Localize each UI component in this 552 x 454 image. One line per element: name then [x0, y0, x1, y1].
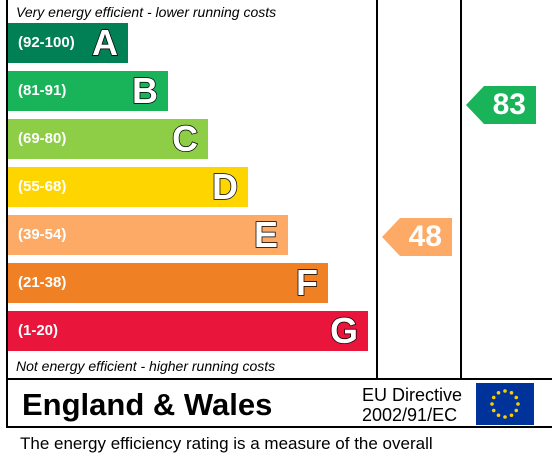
- band-e-letter: E: [253, 214, 279, 256]
- flag-star-icon: [509, 413, 514, 418]
- column-divider-potential: [460, 0, 462, 378]
- band-b-range: (81-91): [18, 82, 67, 99]
- band-g-range: (1-20): [18, 322, 59, 339]
- band-c: (69-80) C: [8, 118, 208, 160]
- potential-rating-value: 83: [492, 88, 526, 121]
- flag-star-icon: [514, 395, 519, 400]
- band-d: (55-68) D: [8, 166, 248, 208]
- band-e-range: (39-54): [18, 226, 67, 243]
- band-b-letter: B: [131, 70, 159, 112]
- flag-star-icon: [490, 402, 494, 406]
- band-g: (1-20) G: [8, 310, 368, 352]
- current-rating-value: 48: [408, 220, 442, 253]
- band-c-range: (69-80): [18, 130, 67, 147]
- band-b: (81-91) B: [8, 70, 168, 112]
- flag-star-icon: [503, 389, 507, 393]
- band-a-letter: A: [91, 22, 119, 64]
- band-e: (39-54) E: [8, 214, 288, 256]
- flag-star-icon: [514, 408, 519, 413]
- efficient-note: Very energy efficient - lower running co…: [16, 4, 277, 20]
- band-d-range: (55-68): [18, 178, 67, 195]
- flag-star-icon: [491, 408, 496, 413]
- eu-directive-line2: 2002/91/EC: [362, 405, 458, 425]
- band-a-range: (92-100): [18, 34, 75, 51]
- inefficient-note: Not energy efficient - higher running co…: [16, 358, 276, 374]
- epc-chart-frame: [6, 0, 552, 428]
- band-f-letter: F: [295, 262, 319, 304]
- region-label: England & Wales: [22, 387, 273, 422]
- band-f: (21-38) F: [8, 262, 328, 304]
- band-f-range: (21-38): [18, 274, 67, 291]
- eu-flag-icon: [476, 383, 534, 425]
- band-a: (92-100) A: [8, 22, 128, 64]
- eu-directive-line1: EU Directive: [362, 385, 463, 405]
- flag-star-icon: [516, 402, 520, 406]
- flag-star-icon: [491, 395, 496, 400]
- flag-star-icon: [503, 415, 507, 419]
- band-d-letter: D: [211, 166, 239, 208]
- column-divider-current: [376, 0, 378, 378]
- band-g-letter: G: [329, 310, 359, 352]
- flag-star-icon: [496, 390, 501, 395]
- eu-directive: EU Directive 2002/91/EC: [362, 385, 462, 425]
- footer-text: The energy efficiency rating is a measur…: [20, 434, 433, 453]
- flag-star-icon: [496, 413, 501, 418]
- band-c-letter: C: [171, 118, 199, 160]
- flag-star-icon: [509, 390, 514, 395]
- potential-rating-arrow: 83: [466, 86, 536, 124]
- footer-divider: [6, 378, 552, 380]
